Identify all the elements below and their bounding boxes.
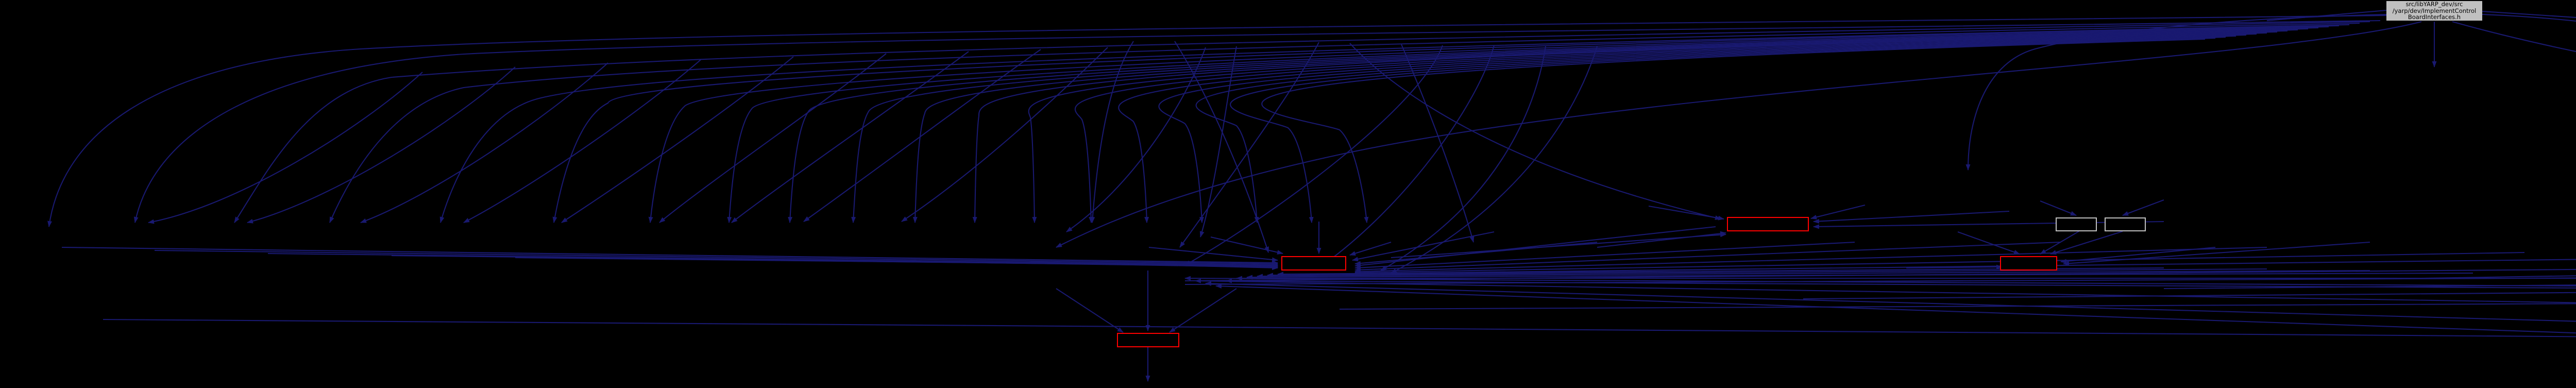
edge-group-root-center <box>1056 13 2576 248</box>
edge-group-converge-n3-n4-n5 <box>1906 199 2370 269</box>
edge-group-longhaul-right-to-left <box>1184 267 2576 334</box>
edge-group-converge-n1 <box>61 222 2576 276</box>
graph-node[interactable] <box>2105 217 2146 231</box>
graph-node[interactable] <box>1117 333 1179 347</box>
graph-node[interactable] <box>2000 256 2057 271</box>
edge-group-fan-left <box>47 14 2387 227</box>
edge-group-converge-n6 <box>1056 271 1237 382</box>
graph-node[interactable] <box>2056 217 2097 231</box>
graph-node[interactable] <box>1281 256 1346 271</box>
graph-node-root[interactable]: src/libYARP_dev/src /yarp/dev/ImplementC… <box>2386 1 2482 21</box>
edge-group-plain-no-arrow <box>103 9 2576 338</box>
edge-group-midfan <box>148 41 1721 274</box>
graph-node[interactable] <box>1727 217 1809 231</box>
